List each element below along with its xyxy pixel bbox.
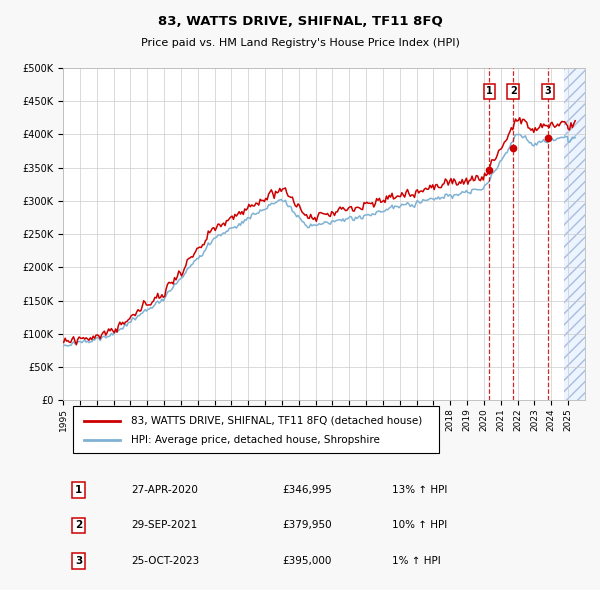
Text: 1: 1: [75, 485, 82, 495]
Text: 2: 2: [75, 520, 82, 530]
Text: 29-SEP-2021: 29-SEP-2021: [131, 520, 197, 530]
Text: 1: 1: [486, 86, 493, 96]
Text: HPI: Average price, detached house, Shropshire: HPI: Average price, detached house, Shro…: [131, 435, 380, 445]
Text: 13% ↑ HPI: 13% ↑ HPI: [392, 485, 447, 495]
Text: 3: 3: [545, 86, 551, 96]
Text: 83, WATTS DRIVE, SHIFNAL, TF11 8FQ: 83, WATTS DRIVE, SHIFNAL, TF11 8FQ: [158, 15, 442, 28]
FancyBboxPatch shape: [73, 406, 439, 453]
Text: 27-APR-2020: 27-APR-2020: [131, 485, 198, 495]
Text: 2: 2: [510, 86, 517, 96]
Bar: [564, 68, 585, 401]
Text: £346,995: £346,995: [282, 485, 332, 495]
Bar: [564, 68, 585, 401]
Text: 10% ↑ HPI: 10% ↑ HPI: [392, 520, 447, 530]
Text: Price paid vs. HM Land Registry's House Price Index (HPI): Price paid vs. HM Land Registry's House …: [140, 38, 460, 48]
Text: 25-OCT-2023: 25-OCT-2023: [131, 556, 199, 566]
Text: 83, WATTS DRIVE, SHIFNAL, TF11 8FQ (detached house): 83, WATTS DRIVE, SHIFNAL, TF11 8FQ (deta…: [131, 416, 422, 426]
Text: 3: 3: [75, 556, 82, 566]
Text: £395,000: £395,000: [282, 556, 332, 566]
Text: £379,950: £379,950: [282, 520, 332, 530]
Text: 1% ↑ HPI: 1% ↑ HPI: [392, 556, 440, 566]
